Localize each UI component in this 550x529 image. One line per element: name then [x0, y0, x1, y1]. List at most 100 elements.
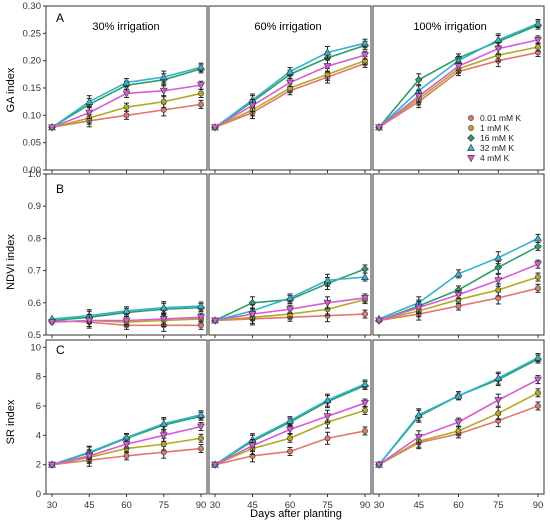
data-point-32-mm-k	[159, 72, 168, 80]
data-point-4-mm-k	[48, 461, 56, 469]
data-point-4-mm-k	[85, 109, 94, 117]
data-point-4-mm-k	[248, 102, 257, 110]
legend: 0.01 mM K1 mM K16 mM K32 mM K4 mM K	[467, 113, 521, 163]
data-point-32-mm-k	[159, 419, 168, 427]
legend-marker-32-mm-k	[467, 143, 475, 151]
data-point-32-mm-k	[323, 395, 332, 404]
panel-sr-0: 0 2 4 6 8 10 30 45 60 75 90	[30, 339, 208, 511]
data-point-4-mm-k	[454, 291, 463, 299]
column-title-100: 100% irrigation	[413, 21, 486, 33]
panel-sr-2: 30 45 60 75 90	[372, 339, 545, 511]
y-tick-label: 0.5	[28, 330, 41, 341]
data-point-1-mm-k	[495, 410, 502, 417]
data-point-32-mm-k	[323, 276, 332, 284]
data-point-32-mm-k	[534, 19, 542, 27]
x-tick-label: 60	[121, 500, 132, 511]
legend-label-4-mm-k: 4 mM K	[480, 153, 510, 163]
data-point-4-mm-k	[122, 317, 131, 325]
data-point-32-mm-k	[534, 353, 542, 361]
y-tick-label: 0.25	[23, 28, 42, 39]
data-point-1-mm-k	[160, 98, 167, 105]
panel-ndvi-1	[208, 173, 372, 338]
y-tick-label: 10	[30, 342, 41, 353]
data-point-32-mm-k	[323, 48, 332, 56]
panel-ga-0: 0.00 0.05 0.10 0.15 0.20 0.25 0.30	[23, 1, 208, 176]
data-point-16-mm-k	[494, 263, 503, 272]
y-tick-label: 0	[36, 489, 41, 500]
legend-marker-4-mm-k	[467, 155, 475, 163]
data-point-16-mm-k	[414, 75, 423, 84]
legend-marker-1-mm-k	[468, 125, 474, 131]
data-point-0-01-mm-k	[362, 311, 368, 317]
data-point-4-mm-k	[494, 45, 503, 53]
data-point-4-mm-k	[122, 441, 131, 449]
data-point-4-mm-k	[159, 432, 168, 440]
data-point-4-mm-k	[286, 306, 294, 314]
row-label-ga: GA index	[5, 67, 17, 112]
data-point-0-01-mm-k	[198, 322, 204, 329]
column-title-30: 30% irrigation	[92, 21, 159, 33]
data-point-4-mm-k	[323, 63, 332, 71]
data-point-16-mm-k	[361, 265, 369, 273]
x-tick-label: 75	[158, 500, 169, 511]
y-tick-label: 0.7	[28, 266, 41, 277]
x-tick-label: 45	[413, 500, 424, 511]
y-tick-label: 0.15	[23, 83, 42, 94]
data-point-32-mm-k	[454, 391, 463, 399]
data-point-32-mm-k	[361, 38, 369, 47]
data-point-0-01-mm-k	[198, 101, 204, 108]
x-tick-label: 60	[453, 500, 464, 511]
legend-label-1-mm-k: 1 mM K	[480, 123, 510, 133]
panel-ga-2	[372, 5, 545, 173]
data-point-0-01-mm-k	[287, 448, 293, 455]
data-point-4-mm-k	[286, 426, 294, 434]
x-tick-label: 30	[210, 500, 221, 511]
data-point-4-mm-k	[361, 295, 369, 303]
legend-marker-16-mm-k	[467, 134, 475, 142]
y-tick-label: 0.8	[28, 233, 41, 244]
data-point-32-mm-k	[454, 269, 463, 277]
data-point-0-01-mm-k	[362, 428, 368, 434]
data-point-4-mm-k	[414, 304, 423, 312]
panel-ndvi-0: 0.5 0.6 0.7 0.8 0.9 1.0	[28, 169, 208, 341]
data-point-4-mm-k	[375, 124, 383, 132]
data-point-32-mm-k	[494, 253, 503, 261]
data-point-4-mm-k	[323, 299, 332, 308]
data-point-4-mm-k	[248, 311, 257, 319]
y-tick-label: 0.00	[23, 165, 42, 176]
data-point-32-mm-k	[197, 63, 205, 71]
data-point-4-mm-k	[197, 423, 205, 431]
panel-ndvi-2	[372, 173, 545, 338]
data-point-32-mm-k	[414, 410, 423, 418]
data-point-4-mm-k	[494, 277, 503, 285]
data-point-4-mm-k	[534, 261, 542, 269]
data-point-1-mm-k	[535, 44, 541, 50]
y-tick-label: 2	[36, 460, 41, 471]
data-point-4-mm-k	[211, 317, 219, 325]
row-label-sr: SR index	[5, 399, 17, 444]
data-point-32-mm-k	[197, 301, 205, 309]
y-tick-label: 0.6	[28, 298, 41, 309]
data-point-4-mm-k	[361, 400, 369, 408]
x-tick-label: 90	[196, 500, 207, 511]
data-point-4-mm-k	[85, 452, 94, 461]
panel-letter-c: C	[56, 343, 65, 357]
x-tick-label: 90	[360, 500, 371, 511]
data-point-4-mm-k	[454, 419, 463, 427]
data-point-0-01-mm-k	[535, 285, 541, 292]
data-point-0-01-mm-k	[198, 445, 204, 452]
y-tick-label: 0.05	[23, 138, 42, 149]
data-point-32-mm-k	[286, 293, 294, 301]
panel-frame	[372, 339, 545, 495]
data-point-4-mm-k	[159, 87, 168, 95]
data-point-4-mm-k	[211, 461, 219, 469]
y-tick-label: 1.0	[28, 169, 41, 180]
x-tick-label: 30	[374, 500, 385, 511]
y-tick-label: 0.30	[23, 1, 42, 12]
data-point-1-mm-k	[287, 435, 293, 442]
x-tick-label: 60	[285, 500, 296, 511]
data-point-1-mm-k	[123, 104, 130, 111]
data-point-1-mm-k	[198, 90, 204, 97]
data-point-32-mm-k	[361, 272, 369, 280]
data-point-32-mm-k	[197, 410, 205, 418]
